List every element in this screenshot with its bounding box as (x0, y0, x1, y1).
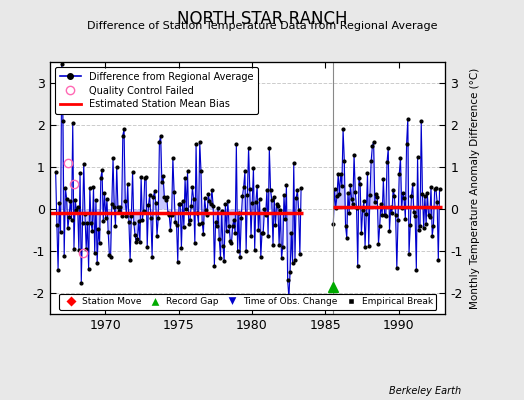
Text: NORTH STAR RANCH: NORTH STAR RANCH (177, 10, 347, 28)
Legend: Station Move, Record Gap, Time of Obs. Change, Empirical Break: Station Move, Record Gap, Time of Obs. C… (59, 294, 436, 310)
Y-axis label: Monthly Temperature Anomaly Difference (°C): Monthly Temperature Anomaly Difference (… (470, 67, 479, 309)
Text: Berkeley Earth: Berkeley Earth (389, 386, 461, 396)
Text: Difference of Station Temperature Data from Regional Average: Difference of Station Temperature Data f… (87, 21, 437, 31)
